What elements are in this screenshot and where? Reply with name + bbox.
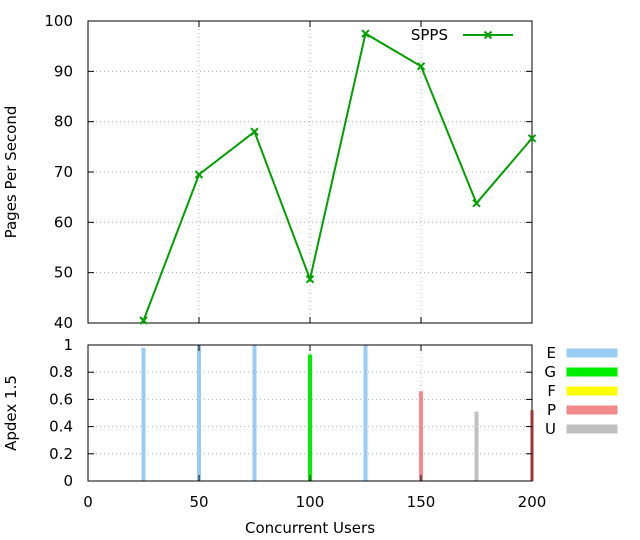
pps-legend-label: SPPS bbox=[411, 26, 448, 44]
pps-data-point bbox=[527, 134, 537, 143]
apdex-legend-label: G bbox=[544, 363, 556, 381]
apdex-bar bbox=[419, 391, 423, 481]
pps-y-tick-label: 100 bbox=[44, 12, 73, 30]
pps-data-point bbox=[139, 316, 148, 325]
pps-data-point bbox=[250, 127, 259, 136]
x-tick-label: 150 bbox=[407, 493, 436, 511]
x-tick-label: 200 bbox=[518, 493, 547, 511]
apdex-legend-label: U bbox=[545, 420, 556, 438]
apdex-legend-swatch bbox=[566, 424, 618, 434]
apdex-bar bbox=[252, 345, 257, 481]
apdex-y-tick-label: 1 bbox=[63, 336, 73, 354]
apdex-bar bbox=[141, 347, 146, 481]
pps-legend-marker bbox=[483, 30, 493, 40]
apdex-legend-swatch bbox=[566, 405, 618, 415]
apdex-legend-swatch bbox=[566, 367, 618, 377]
pps-series bbox=[139, 29, 537, 325]
pps-series-line bbox=[142, 32, 533, 321]
pps-y-axis-label: Pages Per Second bbox=[2, 106, 20, 239]
apdex-y-axis-label: Apdex 1.5 bbox=[2, 375, 20, 451]
pps-y-tick-label: 40 bbox=[54, 314, 73, 332]
pps-data-point bbox=[416, 62, 426, 71]
x-tick-label: 100 bbox=[296, 493, 325, 511]
pps-y-tick-label: 80 bbox=[54, 113, 73, 131]
apdex-legend-swatch bbox=[566, 348, 618, 358]
pps-data-point bbox=[361, 29, 370, 38]
apdex-y-tick-label: 0.4 bbox=[49, 418, 73, 436]
x-tick-label: 0 bbox=[83, 493, 93, 511]
x-axis-label: Concurrent Users bbox=[245, 519, 375, 537]
apdex-bar bbox=[197, 345, 201, 481]
apdex-legend-label: P bbox=[547, 401, 556, 419]
apdex-y-tick-label: 0.2 bbox=[49, 445, 73, 463]
x-tick-label: 50 bbox=[189, 493, 208, 511]
pps-legend: SPPS bbox=[411, 26, 513, 44]
apdex-bars bbox=[141, 345, 534, 481]
apdex-x-ticks: 0 50 100 150 200 bbox=[83, 345, 546, 511]
pps-data-point bbox=[472, 198, 481, 208]
apdex-bar bbox=[474, 411, 479, 481]
pps-y-ticks: 40 50 60 70 80 90 100 bbox=[44, 12, 533, 332]
pps-y-tick-label: 60 bbox=[54, 213, 73, 231]
apdex-bar bbox=[363, 345, 368, 481]
apdex-y-tick-label: 0.8 bbox=[49, 363, 73, 381]
apdex-y-ticks: 0 0.2 0.4 0.6 0.8 1 bbox=[49, 336, 532, 490]
apdex-y-tick-label: 0.6 bbox=[49, 390, 73, 408]
pps-line-chart: 40 50 60 70 80 90 100 SPPS Pages Per Second bbox=[2, 12, 537, 332]
pps-y-tick-label: 90 bbox=[54, 62, 73, 80]
pps-data-point bbox=[305, 275, 315, 284]
apdex-legend-swatch bbox=[566, 386, 618, 396]
pps-y-tick-label: 50 bbox=[54, 264, 73, 282]
apdex-legend-label: E bbox=[547, 344, 556, 362]
apdex-bar bbox=[308, 354, 312, 481]
pps-y-tick-label: 70 bbox=[54, 163, 73, 181]
apdex-y-tick-label: 0 bbox=[63, 472, 73, 490]
apdex-legend-label: F bbox=[547, 382, 556, 400]
pps-data-point bbox=[194, 170, 204, 179]
